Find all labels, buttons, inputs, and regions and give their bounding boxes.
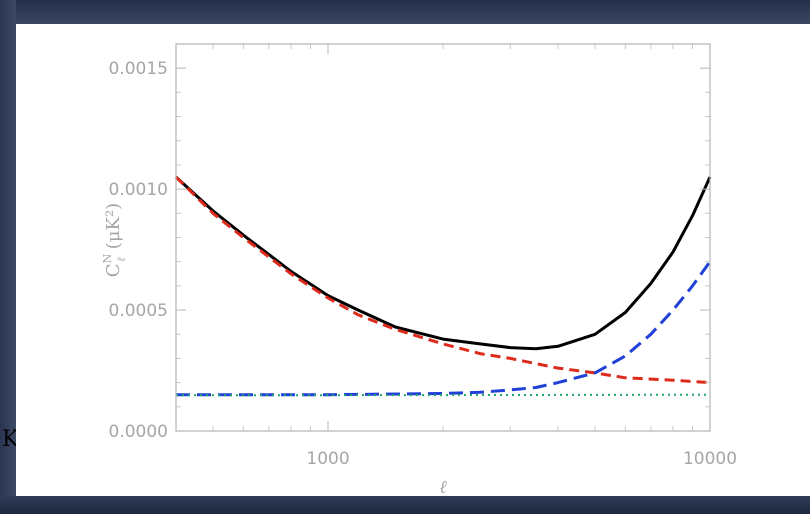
y-axis-symbol: C	[103, 263, 124, 277]
y-axis-label: CNℓ (μK²)	[101, 203, 128, 277]
chart-marks	[174, 175, 712, 397]
y-tick-label: 0.0010	[109, 180, 168, 200]
y-tick-label: 0.0015	[109, 59, 168, 79]
figure-panel	[16, 24, 810, 496]
series-line-0	[174, 175, 712, 351]
slide-top-band	[0, 0, 810, 24]
x-tick-label: 10000	[683, 449, 737, 469]
clipped-text: K	[2, 427, 16, 452]
axis-ticks: 0.0000 0.0005 0.0010 0.0015 1000 10000	[109, 44, 737, 469]
plot-frame	[175, 43, 711, 432]
y-tick-label: 0.0005	[109, 301, 168, 321]
y-axis-units: (μK²)	[103, 203, 124, 249]
svg-text:CNℓ(μK²): CNℓ (μK²)	[101, 203, 128, 277]
clipped-text-fragment: K	[0, 425, 16, 455]
series-line-2	[176, 260, 712, 397]
y-axis-sup: N	[101, 253, 114, 263]
y-tick-label: 0.0000	[109, 422, 168, 442]
slide-bottom-band	[0, 496, 810, 514]
series-line-3	[176, 393, 711, 397]
x-tick-label: 1000	[306, 449, 349, 469]
x-axis-label: ℓ	[439, 477, 447, 498]
y-axis-sub: ℓ	[115, 257, 128, 262]
series-line-1	[174, 175, 711, 385]
slide-left-band	[0, 0, 16, 514]
